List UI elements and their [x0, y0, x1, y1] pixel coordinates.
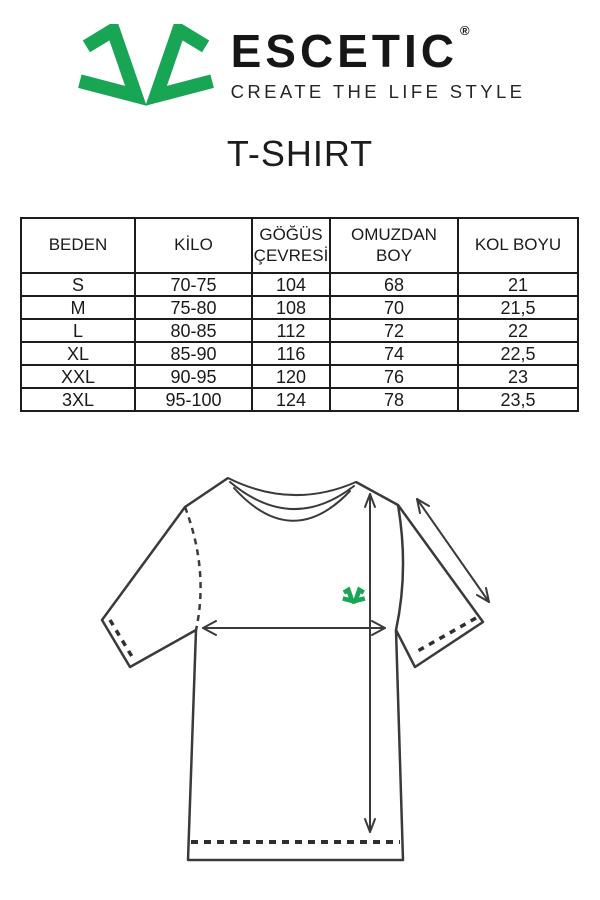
brand-text: ESCETIC ® CREATE THE LIFE STYLE — [230, 24, 526, 103]
size-cell: 3XL — [20, 387, 136, 412]
brand-name: ESCETIC — [230, 24, 458, 77]
size-row: L 80-85 112 72 22 — [20, 318, 579, 343]
size-cell: 108 — [251, 295, 331, 320]
registered-trademark-icon: ® — [459, 22, 470, 38]
size-cell: 120 — [251, 364, 331, 389]
size-cell: 23,5 — [457, 387, 579, 412]
size-row: XL 85-90 116 74 22,5 — [20, 341, 579, 366]
tshirt-outline — [100, 476, 485, 862]
size-cell: 80-85 — [134, 318, 253, 343]
size-cell: M — [20, 295, 136, 320]
chest-width-arrow — [202, 620, 386, 636]
size-cell: 68 — [329, 272, 459, 297]
size-cell: 72 — [329, 318, 459, 343]
size-table-head-row: BEDEN KİLO GÖĞÜS ÇEVRESİ OMUZDAN BOY KOL BOY… — [20, 217, 579, 274]
size-table-container: BEDEN KİLO GÖĞÜS ÇEVRESİ OMUZDAN BOY KOL BOY… — [20, 217, 579, 412]
size-cell: 90-95 — [134, 364, 253, 389]
size-cell: 104 — [251, 272, 331, 297]
size-cell: 75-80 — [134, 295, 253, 320]
column-header: KOL BOYU — [457, 217, 579, 274]
brand-tagline: CREATE THE LIFE STYLE — [230, 80, 526, 102]
column-header: GÖĞÜS ÇEVRESİ — [251, 217, 331, 274]
size-cell: 70 — [329, 295, 459, 320]
escetic-logo-icon — [77, 24, 214, 106]
right-armhole-seam — [394, 504, 405, 631]
page-title: T-SHIRT — [226, 133, 374, 174]
brand-header: ESCETIC ® CREATE THE LIFE STYLE — [0, 24, 600, 106]
column-header: KİLO — [134, 217, 253, 274]
left-armhole-seam — [183, 506, 202, 631]
size-cell: 70-75 — [134, 272, 253, 297]
column-header: BEDEN — [20, 217, 136, 274]
size-row: 3XL 95-100 124 78 23,5 — [20, 387, 579, 412]
tshirt-collar — [227, 477, 357, 522]
sleeve-length-arrow — [416, 498, 490, 603]
size-cell: 116 — [251, 341, 331, 366]
left-cuff-stitching — [108, 619, 136, 661]
size-cell: 76 — [329, 364, 459, 389]
shoulder-to-hem-arrow — [364, 493, 376, 833]
column-header: OMUZDAN BOY — [329, 217, 459, 274]
size-table: BEDEN KİLO GÖĞÜS ÇEVRESİ OMUZDAN BOY KOL BOY… — [20, 217, 579, 412]
size-cell: 124 — [251, 387, 331, 412]
size-cell: 22,5 — [457, 341, 579, 366]
size-cell: XL — [20, 341, 136, 366]
size-cell: S — [20, 272, 136, 297]
size-row: S 70-75 104 68 21 — [20, 272, 579, 297]
size-cell: 112 — [251, 318, 331, 343]
size-table-body: S 70-75 104 68 21 M 75-80 108 70 21,5 L 80-85 112 72 2… — [20, 272, 579, 412]
size-cell: 78 — [329, 387, 459, 412]
size-cell: 22 — [457, 318, 579, 343]
size-cell: 21 — [457, 272, 579, 297]
size-row: M 75-80 108 70 21,5 — [20, 295, 579, 320]
size-cell: XXL — [20, 364, 136, 389]
size-cell: 21,5 — [457, 295, 579, 320]
size-cell: L — [20, 318, 136, 343]
size-row: XXL 90-95 120 76 23 — [20, 364, 579, 389]
tshirt-measurement-diagram — [100, 476, 490, 862]
size-cell: 74 — [329, 341, 459, 366]
size-cell: 95-100 — [134, 387, 253, 412]
size-cell: 23 — [457, 364, 579, 389]
chest-logo-icon — [342, 586, 366, 605]
size-cell: 85-90 — [134, 341, 253, 366]
